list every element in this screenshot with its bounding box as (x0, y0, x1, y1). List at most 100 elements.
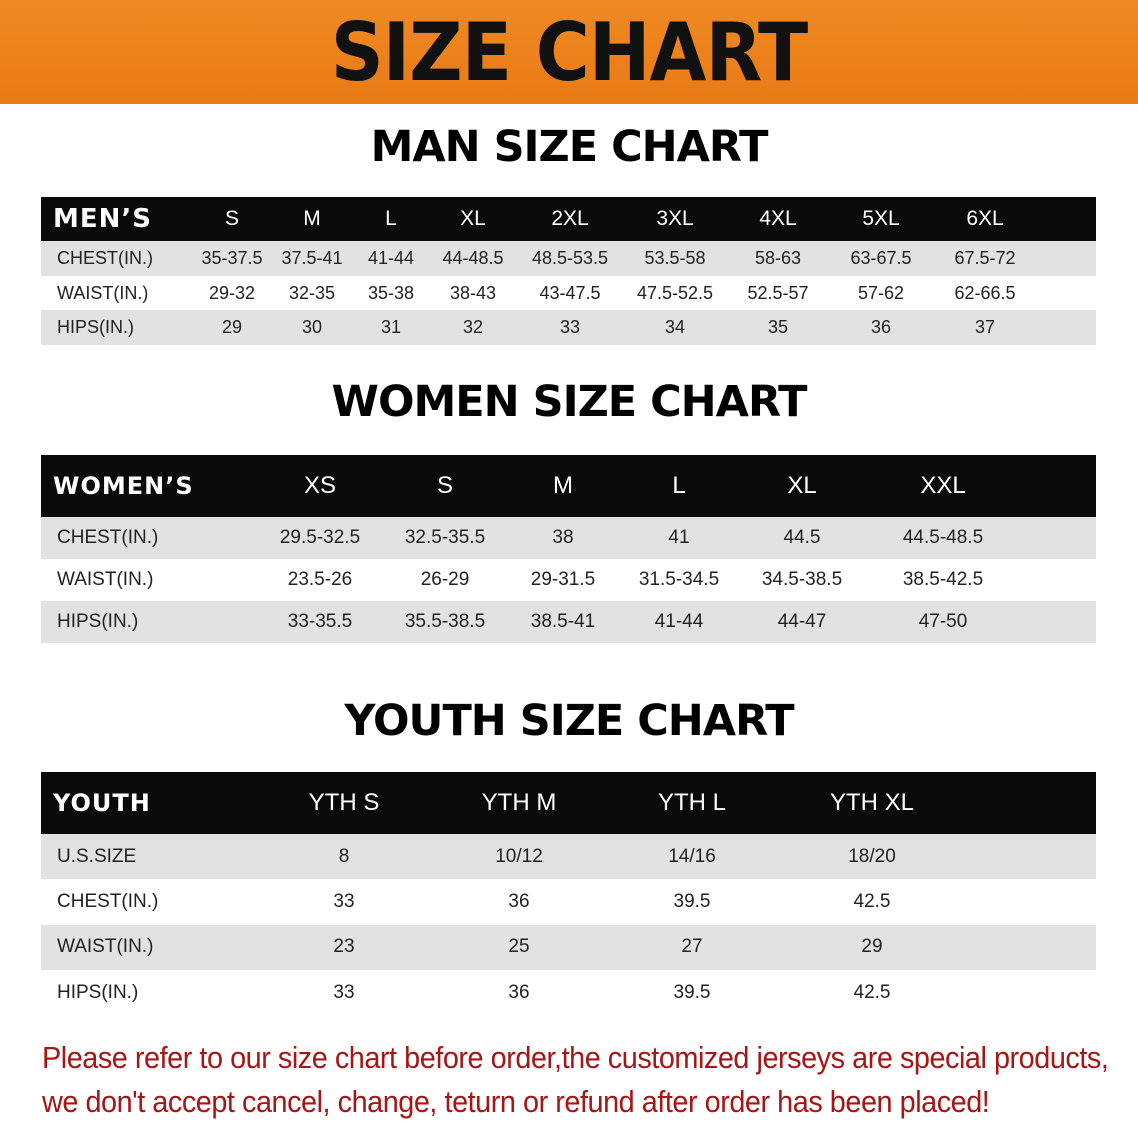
measurement-cell: 35 (726, 310, 830, 346)
measurement-cell: 14/16 (608, 834, 776, 880)
table-row: WAIST(IN.) 23.5-26 26-29 29-31.5 31.5-34.5 34… (41, 559, 1096, 601)
measurement-cell: 29-31.5 (508, 559, 618, 601)
women-size-table: WOMEN’S XS S M L XL XXL CHEST(IN.) 29.5-32.5 32.5… (41, 455, 1096, 643)
measurement-cell: 8 (258, 834, 430, 880)
men-section-title: MAN SIZE CHART (370, 122, 769, 172)
row-filler (1038, 241, 1096, 276)
measurement-cell: 39.5 (608, 969, 776, 1016)
size-column-header: 3XL (624, 197, 726, 241)
size-column-header: 6XL (932, 197, 1038, 241)
measurement-cell: 38 (508, 517, 618, 559)
row-label: WAIST(IN.) (41, 924, 258, 970)
measurement-cell: 30 (272, 310, 352, 346)
measurement-cell: 43-47.5 (516, 275, 624, 311)
measurement-cell: 23.5-26 (258, 559, 382, 601)
measurement-cell: 36 (830, 310, 932, 346)
size-column-header: XL (430, 197, 516, 241)
measurement-cell: 42.5 (776, 879, 968, 925)
row-filler (1022, 559, 1096, 601)
size-column-header: 5XL (830, 197, 932, 241)
row-label: HIPS(IN.) (41, 310, 192, 346)
measurement-cell: 29-32 (192, 275, 272, 311)
measurement-cell: 35-37.5 (192, 241, 272, 276)
measurement-cell: 67.5-72 (932, 241, 1038, 276)
measurement-cell: 48.5-53.5 (516, 241, 624, 276)
youth-section-title: YOUTH SIZE CHART (344, 696, 794, 746)
measurement-cell: 31 (352, 310, 430, 346)
size-column-header: S (382, 455, 508, 517)
measurement-cell: 41-44 (618, 601, 740, 643)
measurement-cell: 10/12 (430, 834, 608, 880)
row-label: CHEST(IN.) (41, 241, 192, 276)
measurement-cell: 37 (932, 310, 1038, 346)
measurement-cell: 33 (516, 310, 624, 346)
header-filler (968, 772, 1096, 834)
measurement-cell: 44.5 (740, 517, 864, 559)
measurement-cell: 18/20 (776, 834, 968, 880)
row-label: U.S.SIZE (41, 834, 258, 880)
table-row: HIPS(IN.) 33-35.5 35.5-38.5 38.5-41 41-44 44-… (41, 601, 1096, 643)
measurement-cell: 38.5-41 (508, 601, 618, 643)
measurement-cell: 42.5 (776, 969, 968, 1016)
measurement-cell: 29 (192, 310, 272, 346)
women-section-title: WOMEN SIZE CHART (331, 377, 808, 427)
size-column-header: L (618, 455, 740, 517)
measurement-cell: 23 (258, 924, 430, 970)
size-column-header: S (192, 197, 272, 241)
measurement-cell: 41 (618, 517, 740, 559)
size-column-header: YTH L (608, 772, 776, 834)
measurement-cell: 35.5-38.5 (382, 601, 508, 643)
measurement-cell: 47-50 (864, 601, 1022, 643)
table-row: WAIST(IN.) 23 25 27 29 (41, 924, 1096, 970)
measurement-cell: 63-67.5 (830, 241, 932, 276)
youth-header-row: YOUTH YTH S YTH M YTH L YTH XL (41, 772, 1096, 834)
size-column-header: 4XL (726, 197, 830, 241)
row-label: CHEST(IN.) (41, 517, 258, 559)
size-column-header: YTH M (430, 772, 608, 834)
youth-header-label: YOUTH (41, 772, 258, 834)
banner: SIZE CHART (0, 0, 1138, 104)
size-column-header: M (272, 197, 352, 241)
table-row: HIPS(IN.) 29 30 31 32 33 34 35 36 37 (41, 310, 1096, 346)
size-column-header: XXL (864, 455, 1022, 517)
men-size-table: MEN’S S M L XL 2XL 3XL 4XL 5XL 6XL CHEST(IN.) 35-37… (41, 197, 1096, 346)
measurement-cell: 31.5-34.5 (618, 559, 740, 601)
measurement-cell: 25 (430, 924, 608, 970)
size-column-header: XS (258, 455, 382, 517)
row-label: WAIST(IN.) (41, 275, 192, 311)
measurement-cell: 34 (624, 310, 726, 346)
measurement-cell: 62-66.5 (932, 275, 1038, 311)
size-column-header: 2XL (516, 197, 624, 241)
table-row: CHEST(IN.) 35-37.5 37.5-41 41-44 44-48.5 48.5… (41, 241, 1096, 276)
header-filler (1022, 455, 1096, 517)
order-notice: Please refer to our size chart before or… (42, 1036, 1109, 1124)
measurement-cell: 37.5-41 (272, 241, 352, 276)
measurement-cell: 47.5-52.5 (624, 275, 726, 311)
measurement-cell: 29 (776, 924, 968, 970)
measurement-cell: 44-47 (740, 601, 864, 643)
measurement-cell: 38-43 (430, 275, 516, 311)
measurement-cell: 27 (608, 924, 776, 970)
measurement-cell: 34.5-38.5 (740, 559, 864, 601)
measurement-cell: 36 (430, 969, 608, 1016)
measurement-cell: 29.5-32.5 (258, 517, 382, 559)
size-column-header: YTH XL (776, 772, 968, 834)
banner-title: SIZE CHART (330, 5, 809, 99)
measurement-cell: 44.5-48.5 (864, 517, 1022, 559)
measurement-cell: 39.5 (608, 879, 776, 925)
measurement-cell: 33-35.5 (258, 601, 382, 643)
row-label: HIPS(IN.) (41, 969, 258, 1016)
row-filler (968, 879, 1096, 925)
row-filler (1038, 275, 1096, 311)
measurement-cell: 41-44 (352, 241, 430, 276)
row-label: CHEST(IN.) (41, 879, 258, 925)
row-filler (1022, 517, 1096, 559)
measurement-cell: 57-62 (830, 275, 932, 311)
size-column-header: YTH S (258, 772, 430, 834)
row-filler (1022, 601, 1096, 643)
row-filler (968, 924, 1096, 970)
row-filler (968, 834, 1096, 880)
men-header-label: MEN’S (41, 197, 192, 241)
notice-line-1: Please refer to our size chart before or… (42, 1040, 1109, 1075)
row-filler (1038, 310, 1096, 346)
